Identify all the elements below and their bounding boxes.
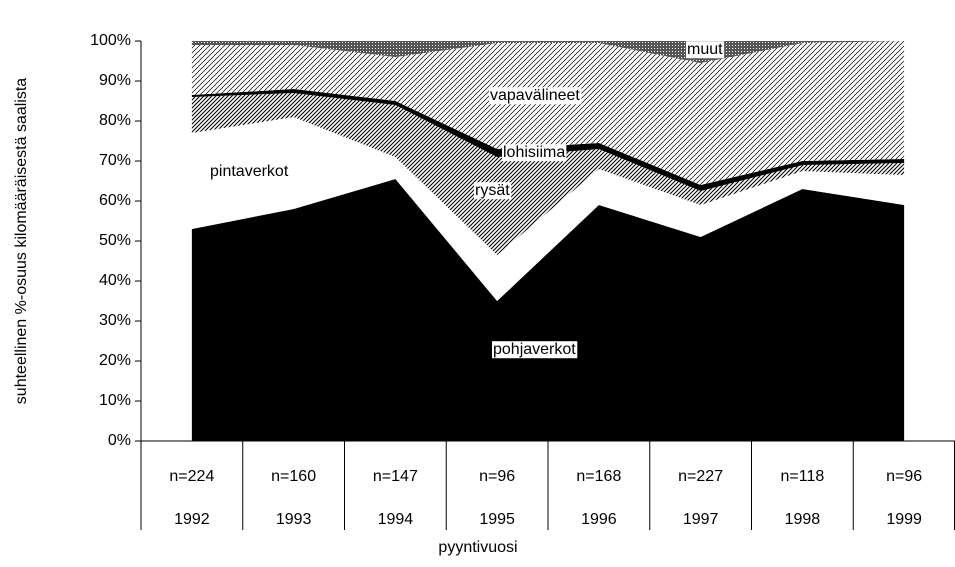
series-label: pintaverkot: [210, 163, 289, 180]
series-label: lohisiima: [503, 144, 565, 161]
series-label-group: rysät: [474, 182, 512, 200]
x-tick-label: 1995: [479, 511, 515, 528]
series-label: pohjaverkot: [493, 341, 576, 358]
y-tick-label: 30%: [99, 312, 131, 329]
y-tick-label: 0%: [108, 432, 131, 449]
y-tick-label: 90%: [99, 72, 131, 89]
y-tick-label: 20%: [99, 352, 131, 369]
sample-size-label: n=160: [271, 468, 316, 485]
y-axis-title: suhteellinen %-osuus kilomääräisestä saa…: [13, 78, 30, 404]
series-label-group: pintaverkot: [209, 163, 290, 181]
label-background: [502, 144, 567, 162]
sample-size-label: n=96: [479, 468, 515, 485]
x-tick-label: 1994: [378, 511, 414, 528]
series-label-group: lohisiima: [502, 144, 567, 162]
x-tick-label: 1999: [886, 511, 922, 528]
x-tick-label: 1992: [174, 511, 210, 528]
area: [191, 179, 905, 441]
y-tick-label: 40%: [99, 272, 131, 289]
sample-size-label: n=118: [781, 468, 825, 485]
y-tick-label: 80%: [99, 112, 131, 129]
area: [191, 117, 905, 301]
series-label: rysät: [475, 182, 510, 199]
area: [191, 41, 905, 63]
y-tick-label: 100%: [90, 32, 131, 49]
series-label-group: muut: [686, 41, 725, 59]
area: [191, 41, 905, 185]
label-background: [474, 182, 512, 200]
x-tick-label: 1997: [683, 511, 719, 528]
sample-size-label: n=224: [169, 468, 214, 485]
label-background: [492, 341, 578, 359]
sample-size-label: n=168: [576, 468, 621, 485]
y-tick-label: 70%: [99, 152, 131, 169]
series-label: muut: [687, 41, 723, 58]
x-tick-label: 1993: [276, 511, 312, 528]
series-label-group: vapavälineet: [489, 87, 582, 105]
y-tick-label: 50%: [99, 232, 131, 249]
x-axis-title: pyyntivuosi: [438, 539, 517, 556]
y-tick-label: 10%: [99, 392, 131, 409]
series-label-group: pohjaverkot: [492, 341, 578, 359]
label-background: [209, 163, 290, 181]
series-label: vapavälineet: [490, 87, 580, 104]
label-background: [686, 41, 725, 59]
y-tick-label: 60%: [99, 192, 131, 209]
sample-size-label: n=147: [373, 468, 418, 485]
sample-size-label: n=227: [678, 468, 723, 485]
label-background: [489, 87, 582, 105]
area: [191, 93, 905, 255]
x-tick-label: 1996: [581, 511, 617, 528]
sample-size-label: n=96: [886, 468, 922, 485]
x-tick-label: 1998: [785, 511, 821, 528]
